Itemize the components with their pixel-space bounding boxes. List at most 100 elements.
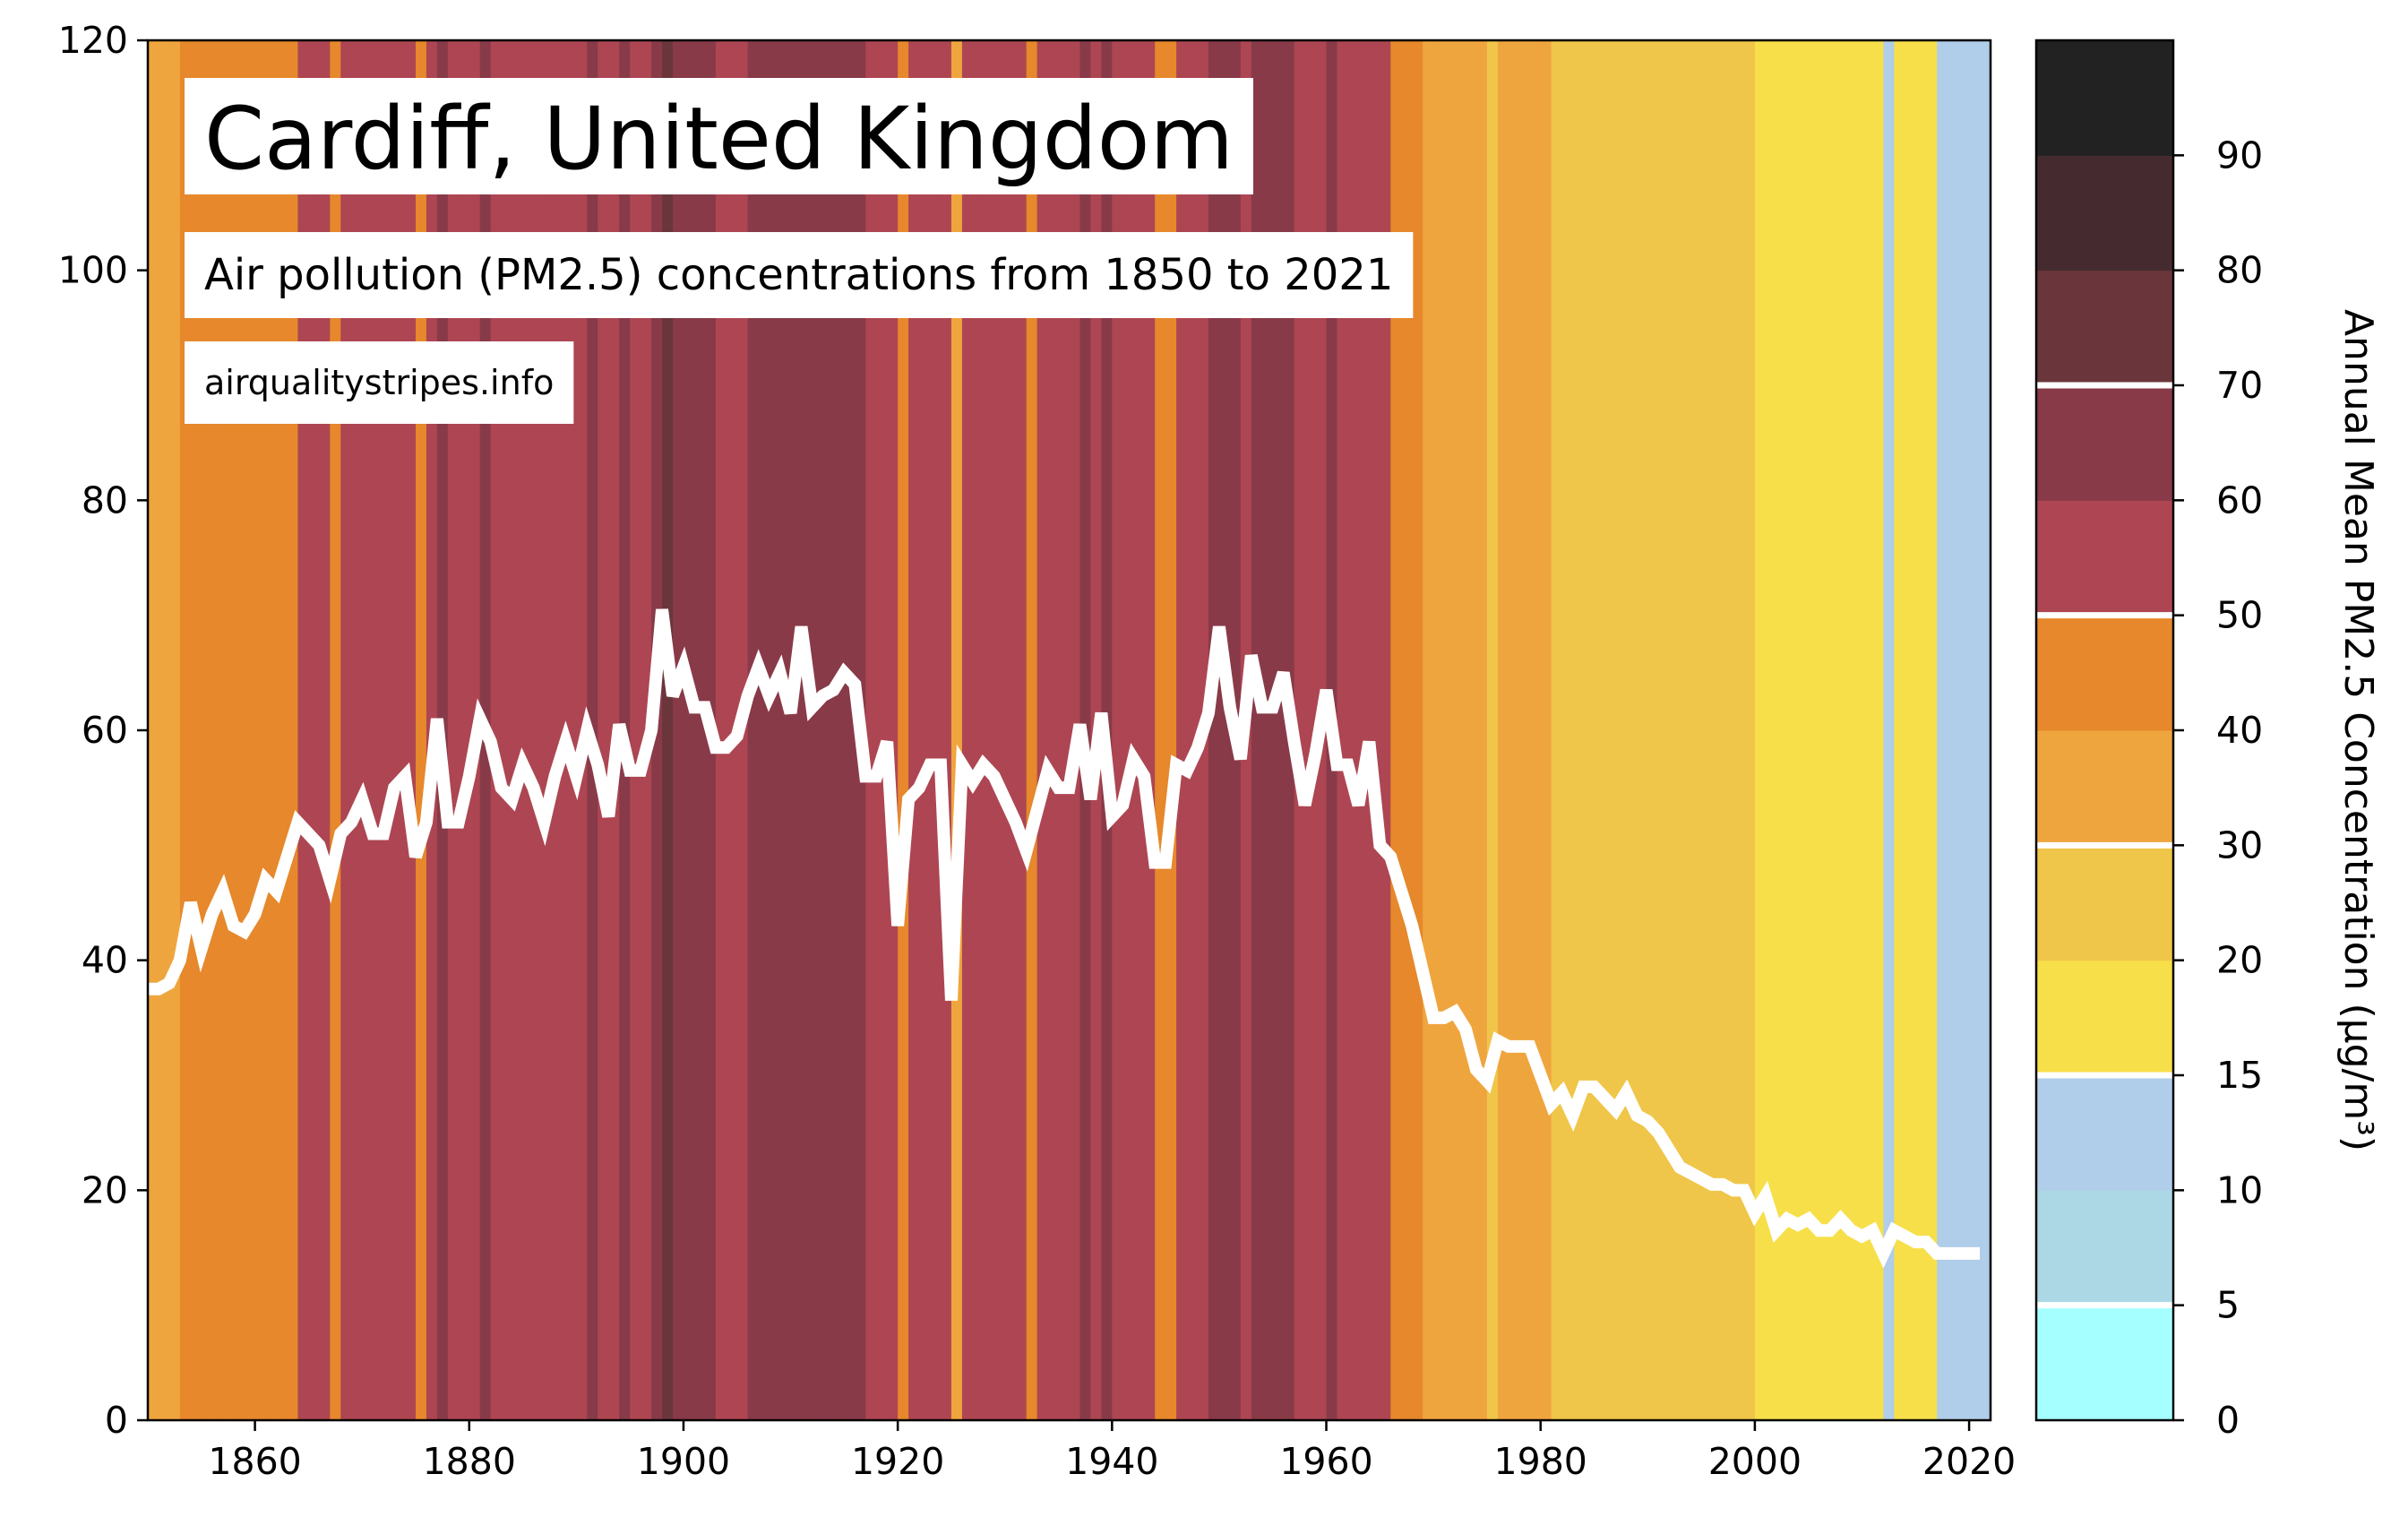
stripe xyxy=(1776,40,1788,1420)
stripe xyxy=(1980,40,1991,1420)
stripe xyxy=(1423,40,1434,1420)
pm25-line xyxy=(148,608,1981,1269)
stripe xyxy=(1337,40,1349,1420)
stripe xyxy=(1047,40,1060,1420)
stripe xyxy=(158,40,170,1420)
stripe xyxy=(1347,40,1360,1420)
stripe xyxy=(1604,40,1617,1420)
stripe xyxy=(630,40,641,1420)
stripe xyxy=(1862,40,1874,1420)
stripe xyxy=(1261,40,1274,1420)
stripe xyxy=(1165,40,1177,1420)
stripe xyxy=(1251,40,1263,1420)
stripe xyxy=(983,40,995,1420)
colorbar-tick-label: 10 xyxy=(2216,1168,2263,1211)
colorbar-tick-label: 15 xyxy=(2216,1054,2263,1097)
stripe xyxy=(940,40,952,1420)
stripe xyxy=(1304,40,1317,1420)
x-tick-label: 1880 xyxy=(423,1440,516,1483)
stripe xyxy=(961,40,974,1420)
stripe xyxy=(148,40,159,1420)
stripe xyxy=(1969,40,1981,1420)
stripe xyxy=(1551,40,1563,1420)
stripe xyxy=(1122,40,1134,1420)
stripe xyxy=(1508,40,1520,1420)
stripe xyxy=(1444,40,1456,1420)
colorbar-segment xyxy=(2036,1190,2173,1306)
colorbar-segment xyxy=(2036,500,2173,616)
colorbar-segment xyxy=(2036,385,2173,501)
x-tick-label: 1980 xyxy=(1494,1440,1587,1483)
stripe xyxy=(1840,40,1853,1420)
stripe xyxy=(1036,40,1049,1420)
stripe xyxy=(1272,40,1285,1420)
stripe xyxy=(1690,40,1702,1420)
colorbar-segment xyxy=(2036,1305,2173,1421)
stripe xyxy=(844,40,856,1420)
stripe xyxy=(919,40,931,1420)
stripe xyxy=(865,40,877,1420)
stripe xyxy=(1626,40,1638,1420)
x-tick-label: 1920 xyxy=(851,1440,944,1483)
stripe xyxy=(812,40,824,1420)
stripe xyxy=(1658,40,1670,1420)
stripe xyxy=(1369,40,1380,1420)
stripe xyxy=(993,40,1006,1420)
stripe xyxy=(1894,40,1905,1420)
stripe xyxy=(1915,40,1927,1420)
stripe xyxy=(1144,40,1156,1420)
stripe xyxy=(1937,40,1948,1420)
stripe xyxy=(908,40,920,1420)
y-tick-label: 80 xyxy=(82,478,128,521)
colorbar-tick-label: 40 xyxy=(2216,709,2263,752)
colorbar-tick-label: 70 xyxy=(2216,364,2263,407)
stripe xyxy=(769,40,781,1420)
stripe xyxy=(833,40,845,1420)
colorbar-label: Annual Mean PM2.5 Concentration (µg/m³) xyxy=(2335,309,2381,1151)
stripe xyxy=(1594,40,1606,1420)
colorbar-segment xyxy=(2036,845,2173,961)
y-tick-label: 40 xyxy=(82,939,128,982)
stripe xyxy=(822,40,834,1420)
stripe xyxy=(930,40,942,1420)
stripe xyxy=(1208,40,1220,1420)
stripe xyxy=(1797,40,1810,1420)
stripe xyxy=(1475,40,1488,1420)
colorbar-segment xyxy=(2036,1075,2173,1191)
stripe xyxy=(673,40,684,1420)
chart-title-box xyxy=(185,78,1253,194)
x-tick-label: 1960 xyxy=(1279,1440,1372,1483)
y-tick-label: 100 xyxy=(58,249,128,292)
stripe xyxy=(1455,40,1466,1420)
stripe xyxy=(1723,40,1734,1420)
colorbar-segment xyxy=(2036,40,2173,156)
colorbar-tick-label: 90 xyxy=(2216,134,2263,177)
stripe xyxy=(1497,40,1509,1420)
stripe xyxy=(1872,40,1885,1420)
colorbar-tick-label: 60 xyxy=(2216,478,2263,521)
colorbar-tick-label: 20 xyxy=(2216,939,2263,982)
stripe xyxy=(726,40,738,1420)
stripe xyxy=(1948,40,1959,1420)
colorbar-tick-label: 5 xyxy=(2216,1284,2240,1327)
stripe xyxy=(1218,40,1231,1420)
colorbar-segment xyxy=(2036,960,2173,1076)
stripe xyxy=(898,40,909,1420)
stripe xyxy=(662,40,674,1420)
stripe xyxy=(1883,40,1895,1420)
stripe xyxy=(1743,40,1756,1420)
chart-subtitle: Air pollution (PM2.5) concentrations fro… xyxy=(204,250,1393,300)
stripe xyxy=(1390,40,1402,1420)
x-tick-label: 1860 xyxy=(208,1440,301,1483)
chart-title: Cardiff, United Kingdom xyxy=(204,89,1234,189)
stripe xyxy=(1155,40,1166,1420)
stripe xyxy=(876,40,888,1420)
stripe xyxy=(715,40,727,1420)
stripe xyxy=(1412,40,1423,1420)
stripe xyxy=(1808,40,1820,1420)
stripe xyxy=(1433,40,1445,1420)
stripe xyxy=(1187,40,1199,1420)
colorbar-tick-label: 50 xyxy=(2216,594,2263,637)
stripe xyxy=(1958,40,1970,1420)
